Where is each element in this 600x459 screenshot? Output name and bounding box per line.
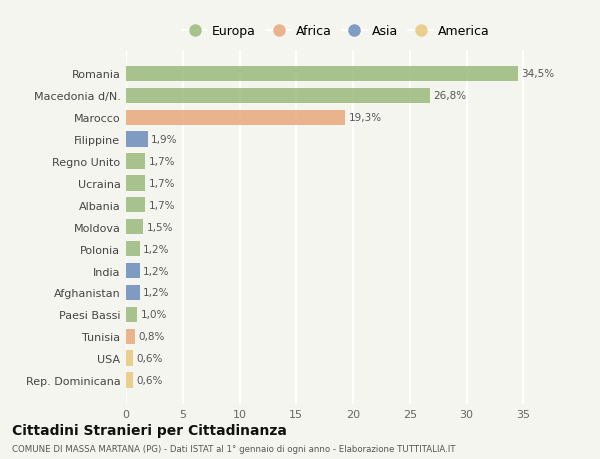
Bar <box>126 198 145 213</box>
Text: 0,6%: 0,6% <box>136 375 163 385</box>
Bar <box>126 219 143 235</box>
Text: 1,2%: 1,2% <box>143 244 170 254</box>
Text: COMUNE DI MASSA MARTANA (PG) - Dati ISTAT al 1° gennaio di ogni anno - Elaborazi: COMUNE DI MASSA MARTANA (PG) - Dati ISTA… <box>12 444 455 453</box>
Text: 1,2%: 1,2% <box>143 266 170 276</box>
Bar <box>126 351 133 366</box>
Text: 1,0%: 1,0% <box>141 310 167 319</box>
Bar <box>126 263 140 279</box>
Bar <box>126 176 145 191</box>
Bar <box>126 329 135 344</box>
Text: 1,5%: 1,5% <box>146 222 173 232</box>
Bar <box>126 89 430 104</box>
Bar <box>126 67 518 82</box>
Bar <box>126 307 137 322</box>
Text: 1,7%: 1,7% <box>149 179 175 189</box>
Text: 26,8%: 26,8% <box>434 91 467 101</box>
Text: 0,8%: 0,8% <box>139 331 165 341</box>
Bar <box>126 132 148 147</box>
Bar <box>126 241 140 257</box>
Text: 1,7%: 1,7% <box>149 201 175 210</box>
Legend: Europa, Africa, Asia, America: Europa, Africa, Asia, America <box>178 22 494 42</box>
Text: 1,2%: 1,2% <box>143 288 170 298</box>
Bar <box>126 285 140 301</box>
Text: 19,3%: 19,3% <box>349 113 382 123</box>
Text: 1,9%: 1,9% <box>151 135 178 145</box>
Bar <box>126 110 345 126</box>
Text: 0,6%: 0,6% <box>136 353 163 364</box>
Text: Cittadini Stranieri per Cittadinanza: Cittadini Stranieri per Cittadinanza <box>12 423 287 437</box>
Text: 1,7%: 1,7% <box>149 157 175 167</box>
Bar <box>126 373 133 388</box>
Text: 34,5%: 34,5% <box>521 69 554 79</box>
Bar <box>126 154 145 169</box>
